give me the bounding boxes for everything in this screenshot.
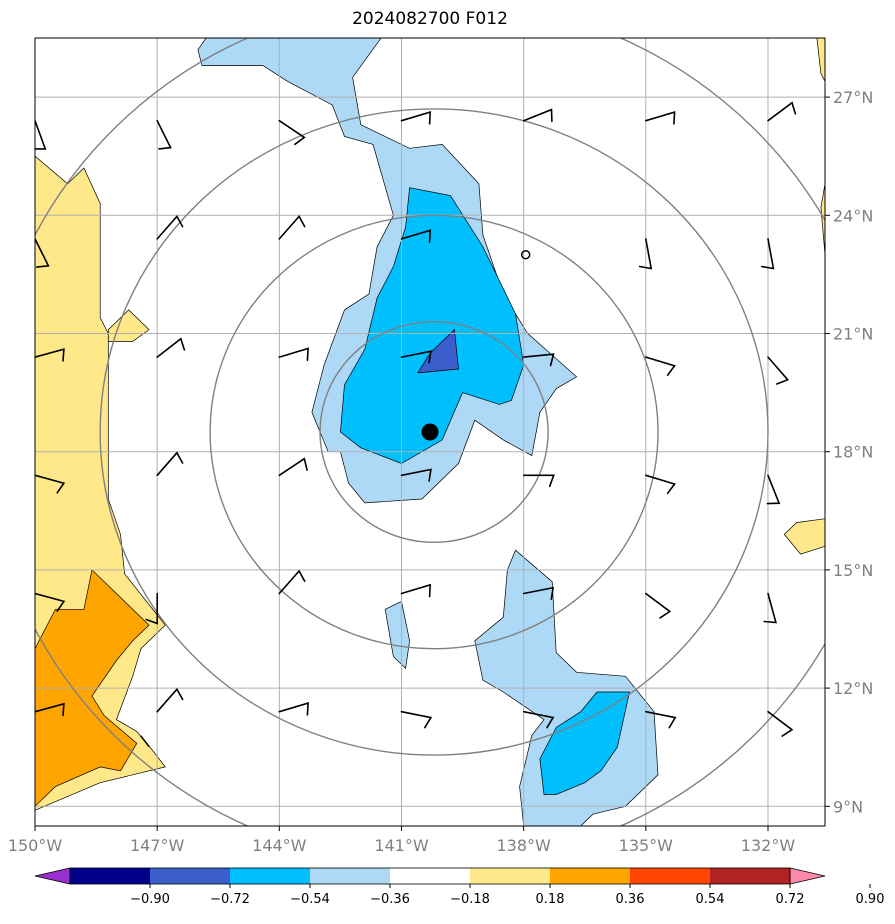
colorbar-tick-label: −0.18 [450,892,490,907]
colorbar-segment [470,868,550,884]
wind-barb [400,710,433,729]
range-ring [99,108,769,756]
colorbar-segment [550,868,630,884]
wind-barb [145,592,158,625]
wind-barb [400,111,432,125]
y-tick-label: 27°N [833,88,873,107]
wind-barb [156,215,184,240]
x-tick-label: 135°W [619,836,674,855]
x-tick-label: 150°W [8,836,63,855]
colorbar-tick-label: −0.54 [290,892,330,907]
y-tick-label: 9°N [833,797,863,816]
x-tick-label: 147°W [130,836,185,855]
x-tick-label: 144°W [252,836,307,855]
wind-barb [767,710,794,737]
wind-barb [522,474,555,488]
contour-region-yellow [820,183,825,255]
chart-title: 2024082700 F012 [352,9,508,29]
colorbar-tick-label: 0.90 [856,892,885,907]
x-tick-label: 141°W [374,836,429,855]
range-ring [209,214,659,650]
wind-barb [645,111,676,125]
y-tick-label: 18°N [833,443,873,462]
y-tick-label: 24°N [833,206,873,225]
wind-barb [767,356,790,385]
wind-barb [645,356,676,376]
contour-region-yellow [783,518,825,555]
wind-barb [645,474,676,495]
wind-barb [522,586,555,600]
colorbar-tick-label: −0.90 [130,892,170,907]
y-axis-ticks: 9°N 12°N 15°N 18°N 21°N 24°N 27°N [825,88,873,816]
wind-barb [278,569,306,595]
y-tick-label: 21°N [833,325,873,344]
colorbar-segment [150,868,230,884]
wind-barb [35,592,66,612]
colorbar: −0.90 −0.72 −0.54 −0.36 −0.18 0.18 0.36 0.54 0.7… [34,867,885,907]
colorbar-tick-label: 0.18 [536,892,565,907]
wind-barb [645,592,672,619]
wind-barb [278,215,306,240]
plot-frame [34,37,826,827]
wind-barb [761,238,775,270]
wind-barb [278,119,306,146]
x-tick-label: 132°W [741,836,796,855]
colorbar-tick-label: 0.36 [616,892,645,907]
colorbar-segment [70,868,150,884]
wind-barb [156,337,186,358]
colorbar-frame [69,867,791,885]
contour-region-dark-blue [417,328,459,374]
wind-barb [35,702,65,717]
calm-wind-marker [520,249,531,260]
wind-barb [35,119,47,150]
colorbar-tick-label: −0.36 [370,892,410,907]
wind-barb [156,119,172,150]
wind-barb [156,451,184,477]
wind-barb [522,353,555,367]
colorbar-tick-label: −0.72 [210,892,250,907]
y-tick-label: 12°N [833,679,873,698]
x-axis-ticks: 150°W 147°W 144°W 141°W 138°W 135°W 132°W [8,826,796,855]
wind-barb [522,108,553,123]
contour-region-blue [539,691,630,795]
wind-barb [522,710,555,729]
colorbar-extend-high [789,867,826,885]
wind-barb [766,474,781,505]
wind-barb [400,229,432,243]
colorbar-extend-low [34,867,71,885]
colorbar-tick-label: 0.54 [696,892,725,907]
range-rings [35,38,825,826]
storm-center-marker [421,423,439,441]
wind-barb [767,101,797,122]
wind-barbs [35,101,797,737]
colorbar-segment [710,868,790,884]
gridlines [35,38,825,826]
wind-barb [278,702,309,716]
colorbar-segment [230,868,310,884]
colorbar-segment [630,868,710,884]
wind-barb [645,710,677,729]
colorbar-segment [310,868,390,884]
wind-barb [400,350,432,364]
wind-barb [400,468,432,482]
contour-region-light-blue [384,600,410,670]
wind-barb [156,687,184,713]
wind-barb [35,474,66,494]
markers [421,249,531,441]
wind-barb [35,348,65,362]
x-tick-label: 138°W [496,836,551,855]
colorbar-tick-label: 0.72 [776,892,805,907]
wind-barb [35,238,50,268]
wind-barb [400,583,432,598]
plot-area [35,38,825,826]
wind-barb [763,592,777,624]
wind-barb [278,457,308,477]
wind-barb [638,238,653,270]
colorbar-segment [390,868,470,884]
range-ring [319,320,549,544]
y-tick-label: 15°N [833,561,873,580]
contour-region-yellow [816,38,825,82]
wind-barb [278,347,309,361]
